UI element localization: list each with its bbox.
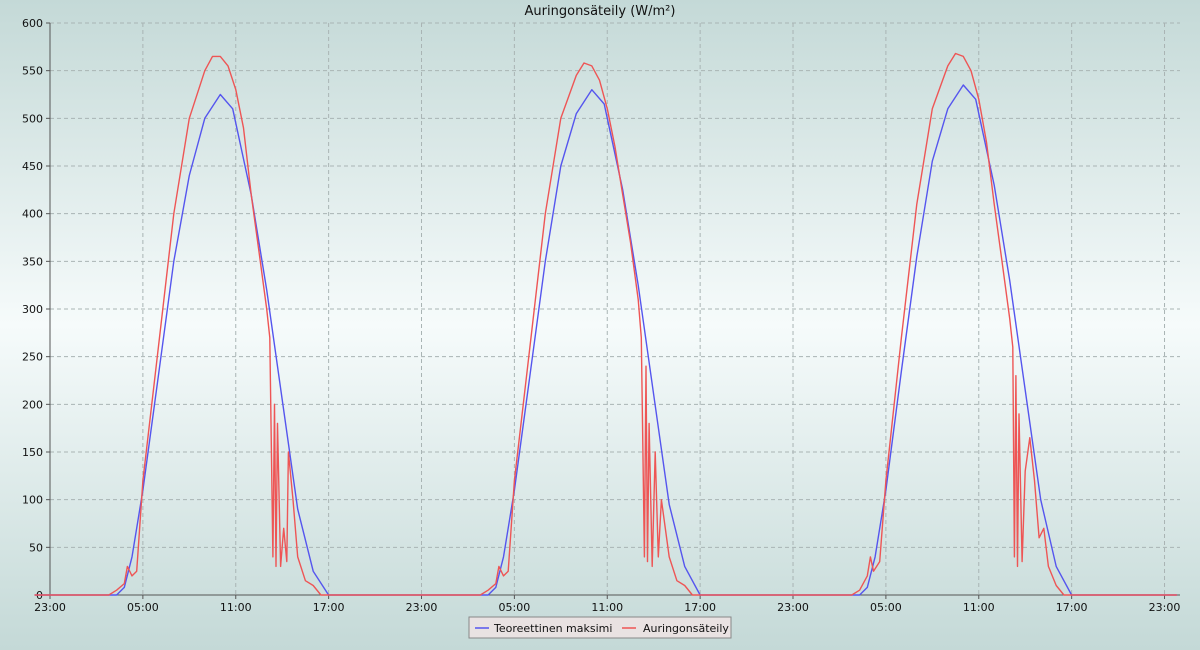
series-lines: [34, 52, 1177, 596]
x-tick-label: 23:00: [1149, 601, 1181, 614]
x-tick-label: 11:00: [963, 601, 995, 614]
x-tick-label: 11:00: [591, 601, 623, 614]
y-tick-label: 400: [22, 208, 43, 221]
y-tick-label: 550: [22, 65, 43, 78]
y-tick-label: 450: [22, 160, 43, 173]
x-tick-label: 17:00: [313, 601, 345, 614]
x-tick-label: 23:00: [777, 601, 809, 614]
x-tick-label: 23:00: [406, 601, 438, 614]
y-tick-label: 250: [22, 351, 43, 364]
chart-title: Auringonsäteily (W/m²): [525, 4, 676, 19]
x-tick-label: 05:00: [499, 601, 531, 614]
series-line-auringons-teily: [34, 52, 1177, 596]
y-tick-label: 150: [22, 446, 43, 459]
x-tick-label: 11:00: [220, 601, 252, 614]
axes: [46, 22, 1180, 599]
y-tick-label: 350: [22, 255, 43, 268]
legend-label-teoreettinen-maksimi: Teoreettinen maksimi: [493, 622, 612, 635]
y-tick-label: 100: [22, 494, 43, 507]
y-tick-label: 600: [22, 17, 43, 30]
tick-labels: 05010015020025030035040045050055060023:0…: [22, 17, 1180, 614]
x-tick-label: 17:00: [1056, 601, 1088, 614]
series-line-teoreettinen-maksimi: [34, 84, 1177, 596]
x-tick-label: 05:00: [870, 601, 902, 614]
x-tick-label: 17:00: [684, 601, 716, 614]
x-tick-label: 05:00: [127, 601, 159, 614]
grid-lines: [50, 22, 1180, 595]
x-tick-label: 23:00: [34, 601, 66, 614]
y-tick-label: 300: [22, 303, 43, 316]
legend: Teoreettinen maksimi Auringonsäteily: [468, 616, 732, 639]
y-tick-label: 500: [22, 112, 43, 125]
y-tick-label: 50: [29, 541, 43, 554]
legend-box: [468, 616, 732, 639]
y-tick-label: 200: [22, 398, 43, 411]
legend-label-auringonsateily: Auringonsäteily: [643, 622, 729, 635]
